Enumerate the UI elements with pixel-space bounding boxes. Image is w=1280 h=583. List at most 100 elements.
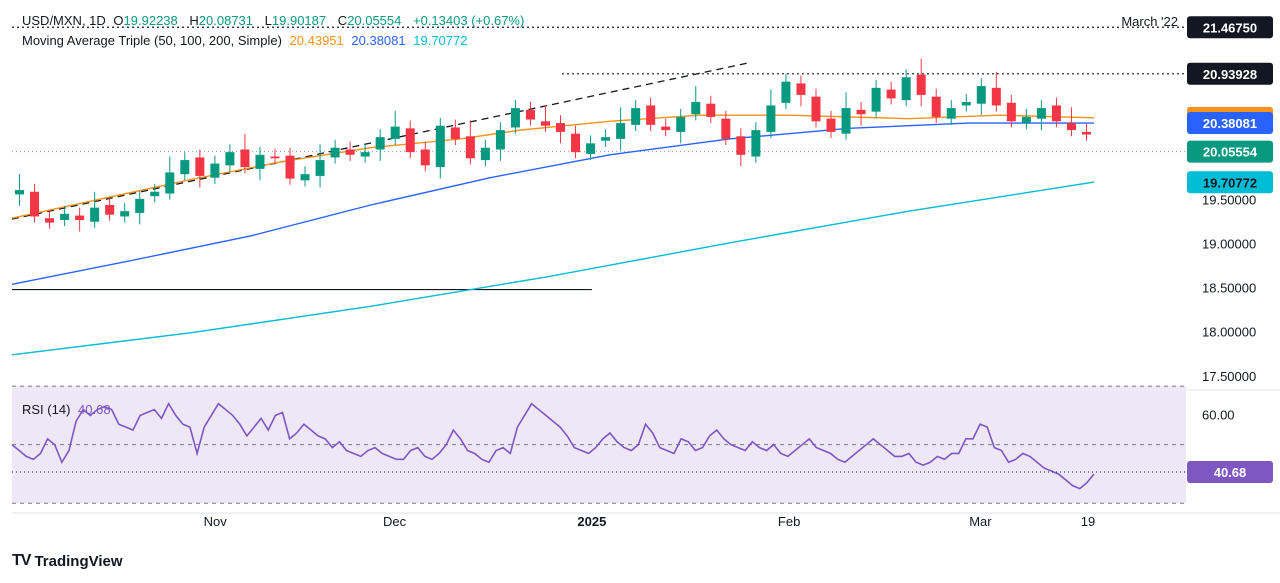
candle-body-7 [120, 211, 130, 217]
candle-body-14 [225, 152, 235, 166]
candle-54 [826, 110, 836, 139]
candle-41 [631, 100, 641, 131]
candle-body-48 [736, 136, 746, 155]
ohlc-close: C20.05554 [337, 13, 402, 28]
ma-label: Moving Average Triple (50, 100, 200, Sim… [22, 33, 282, 48]
candle-69 [1051, 97, 1061, 128]
candle-70 [1066, 107, 1076, 137]
price-badge-label-4: 20.05554 [1203, 145, 1258, 160]
candle-body-33 [510, 108, 520, 128]
candle-body-39 [601, 137, 611, 141]
candle-body-26 [405, 128, 415, 153]
candle-body-43 [661, 126, 671, 131]
candle-68 [1036, 100, 1046, 131]
candle-16 [255, 146, 265, 181]
candle-body-16 [255, 154, 265, 169]
candle-body-37 [571, 133, 581, 153]
candle-66 [1006, 94, 1016, 128]
candle-body-30 [465, 136, 475, 159]
candle-46 [706, 95, 716, 124]
candle-30 [465, 120, 475, 165]
candle-body-61 [931, 96, 941, 117]
candle-body-9 [150, 191, 160, 197]
time-tick-2025: 2025 [577, 514, 606, 529]
candle-body-10 [165, 172, 175, 194]
candle-body-34 [525, 109, 535, 120]
candle-51 [781, 73, 791, 109]
candle-body-64 [976, 86, 986, 104]
candle-58 [886, 81, 896, 105]
candle-53 [811, 88, 821, 128]
price-badge-label-5: 19.70772 [1203, 175, 1257, 190]
candle-body-19 [300, 174, 310, 181]
candle-10 [165, 156, 175, 200]
candle-body-11 [180, 160, 190, 175]
price-tick-2: 19.50000 [1202, 193, 1256, 208]
candle-44 [676, 108, 686, 144]
candle-32 [495, 122, 505, 161]
tradingview-logo-icon: TV [12, 552, 31, 569]
candle-body-5 [90, 207, 100, 222]
candle-47 [721, 110, 731, 146]
candle-body-55 [841, 108, 851, 134]
period-label: March '22 [1121, 14, 1178, 29]
ohlc-open: O19.92238 [113, 13, 178, 28]
candle-4 [75, 207, 85, 232]
price-badge-bg-0 [1187, 16, 1273, 39]
candle-15 [240, 133, 250, 174]
time-tick-Feb: Feb [778, 514, 800, 529]
candle-body-23 [360, 152, 370, 157]
candle-body-68 [1036, 108, 1046, 119]
candle-body-1 [30, 191, 40, 217]
candle-body-35 [540, 121, 550, 126]
price-tick-5: 18.00000 [1202, 325, 1256, 340]
candle-27 [420, 141, 430, 172]
candle-body-27 [420, 149, 430, 166]
candle-body-17 [270, 156, 280, 159]
candle-body-56 [856, 109, 866, 115]
candle-12 [195, 149, 205, 188]
candle-22 [345, 141, 355, 161]
rsi-tick-0: 60.00 [1202, 407, 1235, 422]
time-tick-Mar: Mar [969, 514, 992, 529]
candle-body-49 [751, 130, 761, 157]
candle-3 [60, 205, 70, 227]
candle-body-42 [646, 105, 656, 125]
candle-62 [946, 100, 956, 125]
candle-50 [766, 89, 776, 139]
candle-body-45 [691, 101, 701, 115]
rsi-legend-value: 40.68 [78, 402, 111, 417]
candle-body-54 [826, 118, 836, 132]
candle-body-22 [345, 149, 355, 155]
candle-42 [646, 97, 656, 131]
candle-38 [586, 135, 596, 161]
candle-body-46 [706, 103, 716, 117]
candle-18 [285, 147, 295, 185]
candle-34 [525, 101, 535, 126]
candle-body-25 [390, 126, 400, 139]
price-badge-ma100-3: 20.38081 [1187, 112, 1273, 135]
candle-body-41 [631, 108, 641, 125]
candle-body-69 [1051, 105, 1061, 122]
candle-21 [330, 139, 340, 164]
ohlc-legend: USD/MXN, 1D O19.92238 H20.08731 L19.9018… [22, 13, 528, 28]
candle-body-0 [15, 190, 25, 195]
candle-body-29 [450, 127, 460, 139]
candle-0 [15, 174, 25, 206]
candle-19 [300, 166, 310, 187]
candle-body-53 [811, 96, 821, 122]
candle-body-38 [586, 143, 596, 154]
candle-body-36 [556, 123, 566, 132]
ma50-value: 20.43951 [289, 33, 344, 48]
candle-body-32 [495, 130, 505, 150]
candle-body-12 [195, 157, 205, 176]
candle-26 [405, 120, 415, 159]
symbol-label: USD/MXN, 1D [22, 13, 106, 28]
candle-31 [480, 139, 490, 167]
candle-body-2 [45, 218, 55, 223]
sma100-line [11, 122, 1094, 285]
candle-13 [210, 155, 220, 184]
candle-body-51 [781, 81, 791, 103]
price-tick-4: 18.50000 [1202, 281, 1256, 296]
